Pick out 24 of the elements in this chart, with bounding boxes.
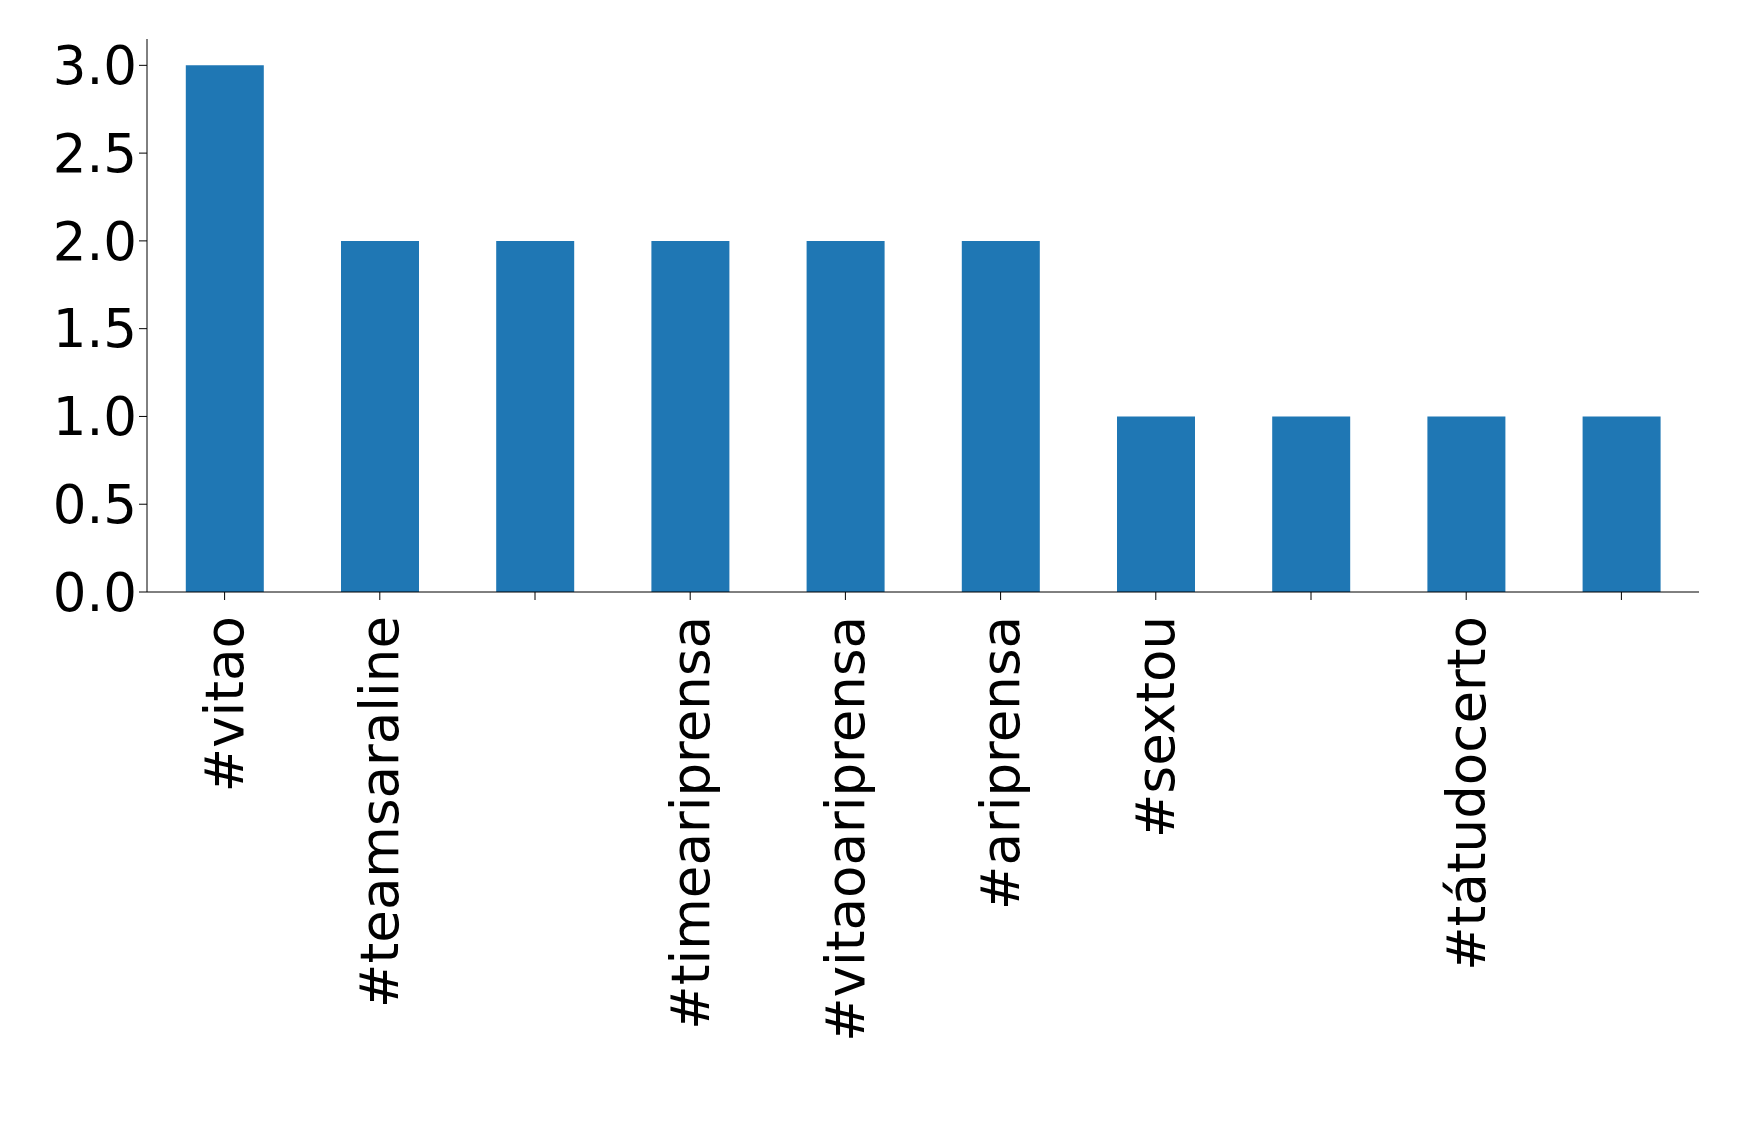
bar <box>961 240 1040 592</box>
x-tick-label: #vitaoariprensa <box>814 616 876 1042</box>
x-tick-label: #ariprensa <box>970 616 1032 910</box>
x-tick-label: #vitao <box>194 616 256 793</box>
bar <box>806 240 885 592</box>
x-tick-label: #timeariprensa <box>659 616 721 1030</box>
y-tick-label: 2.5 <box>52 122 137 184</box>
x-tick-label: #tátudocerto <box>1435 616 1497 971</box>
bar <box>1582 416 1661 592</box>
bar <box>185 65 264 592</box>
y-tick-label: 2.0 <box>52 210 137 272</box>
y-tick-label: 1.0 <box>52 386 137 448</box>
y-tick-label: 1.5 <box>52 298 137 360</box>
bar <box>1427 416 1506 592</box>
bar <box>341 240 419 592</box>
y-tick-label: 0.0 <box>52 561 137 623</box>
bar <box>1117 416 1195 592</box>
bar <box>651 240 730 592</box>
y-tick-label: 3.0 <box>52 35 137 97</box>
bar <box>496 240 575 592</box>
y-tick-label: 0.5 <box>52 474 137 536</box>
bar <box>1272 416 1351 592</box>
x-tick-label: #sextou <box>1125 616 1187 838</box>
x-tick-label: #teamsaraline <box>349 616 411 1008</box>
